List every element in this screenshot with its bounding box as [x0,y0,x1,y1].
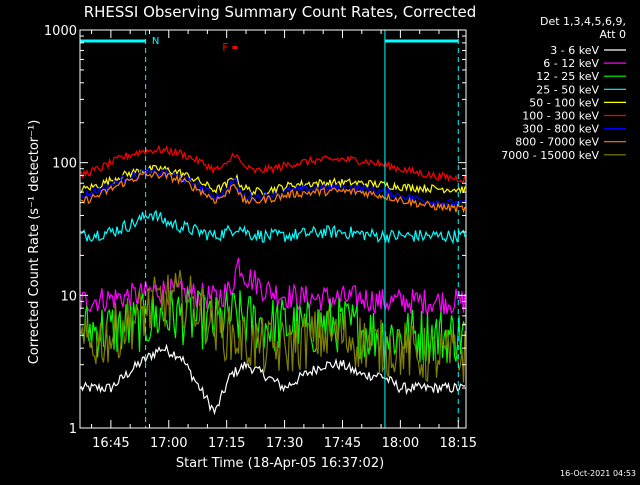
legend-entry-label: 25 - 50 keV [536,83,599,96]
x-axis-label: Start Time (18-Apr-05 16:37:02) [176,456,384,471]
legend-entry-label: 12 - 25 keV [536,70,599,83]
y-tick-label: 1 [69,422,77,437]
generation-timestamp: 16-Oct-2021 04:53 [560,469,636,478]
series-line [80,144,466,183]
legend-entry-label: 50 - 100 keV [529,96,599,109]
legend-attenuator-label: Att 0 [600,28,626,41]
x-tick-label: 18:00 [382,436,419,451]
plot-frame [79,29,467,429]
y-tick-label: 1000 [44,24,77,39]
legend-detectors-label: Det 1,3,4,5,6,9, [540,15,626,28]
series-line [80,209,466,245]
series-line [80,343,466,416]
night-flag-label: N [152,36,159,47]
x-tick-label: 18:15 [440,436,477,451]
y-tick-label: 10 [60,289,77,304]
legend-entry-label: 6 - 12 keV [543,57,599,70]
flare-bar [232,46,238,49]
series-line [80,170,466,214]
legend-entry-label: 300 - 800 keV [522,123,599,136]
y-axis-label: Corrected Count Rate (s⁻¹ detector⁻¹) [27,120,42,365]
x-tick-label: 17:00 [150,436,187,451]
chart-title: RHESSI Observing Summary Count Rates, Co… [84,3,477,21]
y-tick-label: 100 [52,157,77,172]
x-tick-label: 17:45 [324,436,361,451]
legend-entry-label: 7000 - 15000 keV [501,149,599,162]
flare-flag-label: F [222,41,228,54]
series-line [80,257,466,317]
legend-entry-label: 3 - 6 keV [550,44,599,57]
legend-entry-label: 100 - 300 keV [522,110,599,123]
legend-entry-label: 800 - 7000 keV [515,136,599,149]
series-line [80,270,466,383]
series-line [80,164,466,197]
x-tick-label: 17:15 [208,436,245,451]
x-tick-label: 16:45 [92,436,129,451]
x-tick-label: 17:30 [266,436,303,451]
